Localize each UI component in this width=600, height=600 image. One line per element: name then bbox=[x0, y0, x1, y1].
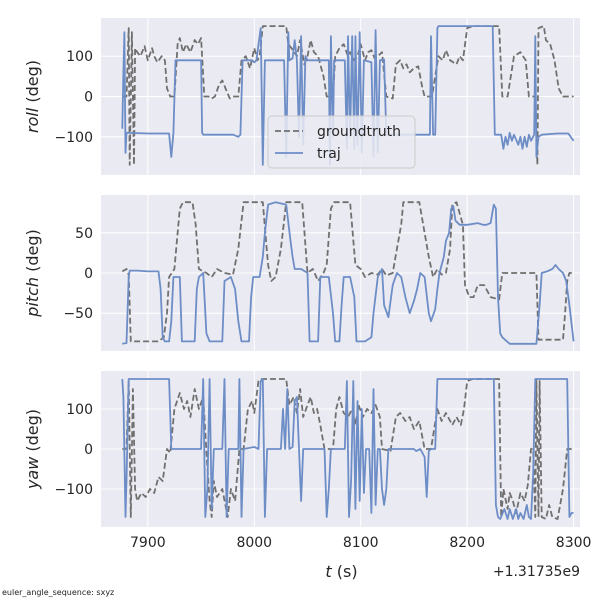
x-tick-label: 7900 bbox=[130, 535, 166, 551]
x-tick-label: 8000 bbox=[236, 535, 272, 551]
y-tick-label: −50 bbox=[63, 306, 93, 322]
y-tick-label: −100 bbox=[55, 482, 93, 498]
x-axis-label: t (s) bbox=[325, 562, 357, 581]
panel-yaw: −100 0 100 yaw (deg) bbox=[23, 371, 580, 527]
series-line-traj-pitch bbox=[122, 201, 575, 345]
y-tick-label: 100 bbox=[66, 49, 93, 65]
series-line-groundtruth-yaw bbox=[122, 378, 574, 520]
y-tick-label: 50 bbox=[75, 226, 93, 242]
y-axis-label-unit: (deg) bbox=[23, 60, 42, 108]
series-line-groundtruth-roll bbox=[122, 25, 574, 166]
legend: groundtruth traj bbox=[267, 115, 416, 169]
y-axis-label-yaw: yaw (deg) bbox=[23, 409, 42, 490]
y-tick-label: 0 bbox=[84, 442, 93, 458]
y-axis-label-name: pitch bbox=[23, 277, 42, 318]
x-offset-label: +1.31735e9 bbox=[493, 564, 580, 580]
y-axis-label-pitch: pitch (deg) bbox=[23, 229, 42, 318]
legend-label-traj: traj bbox=[317, 146, 341, 162]
y-axis-label-name: yaw bbox=[23, 456, 42, 490]
legend-box bbox=[267, 115, 416, 169]
y-axis-label-unit: (deg) bbox=[23, 229, 42, 277]
y-tick-label: 0 bbox=[84, 266, 93, 282]
series-line-traj-roll bbox=[121, 25, 575, 166]
y-tick-label: −100 bbox=[55, 130, 93, 146]
x-axis-label-unit: (s) bbox=[332, 562, 358, 581]
x-tick-label: 8100 bbox=[343, 535, 379, 551]
footnote-text: euler_angle_sequence: sxyz bbox=[2, 588, 115, 597]
x-axis-label-name: t bbox=[325, 562, 332, 581]
y-tick-label: 100 bbox=[66, 402, 93, 418]
legend-label-groundtruth: groundtruth bbox=[317, 124, 401, 140]
y-axis-label-name: roll bbox=[23, 107, 42, 133]
x-tick-label: 8200 bbox=[449, 535, 485, 551]
y-axis-label-roll: roll (deg) bbox=[23, 60, 42, 133]
y-axis-label-unit: (deg) bbox=[23, 409, 42, 457]
series-line-groundtruth-pitch bbox=[121, 201, 574, 343]
y-tick-label: 0 bbox=[84, 90, 93, 106]
x-tick-label: 8300 bbox=[556, 535, 592, 551]
series-line-traj-yaw bbox=[121, 378, 574, 520]
panel-pitch: −50 0 50 pitch (deg) bbox=[23, 195, 580, 351]
